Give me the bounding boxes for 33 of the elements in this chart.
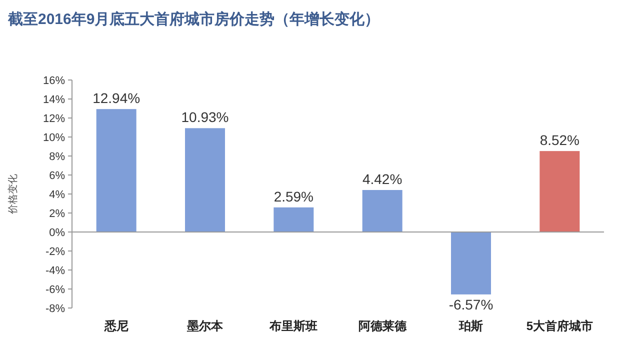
y-tick-label: -8% <box>45 303 66 315</box>
data-label: 8.52% <box>540 132 580 148</box>
bar <box>185 128 225 232</box>
bar <box>451 232 491 294</box>
x-tick-label: 墨尔本 <box>186 319 224 333</box>
y-tick-label: 10% <box>42 132 66 144</box>
x-tick-label: 布里斯班 <box>268 319 318 333</box>
y-tick-label: 6% <box>49 170 66 182</box>
y-tick-label: 16% <box>42 75 66 87</box>
y-tick-label: -6% <box>45 284 66 296</box>
y-tick-label: 2% <box>49 208 66 220</box>
data-label: 2.59% <box>274 188 314 204</box>
x-tick-label: 珀斯 <box>458 319 483 333</box>
y-tick-label: 12% <box>42 113 66 125</box>
x-tick-label: 阿德莱德 <box>358 319 408 333</box>
data-label: 12.94% <box>92 90 140 106</box>
data-label: -6.57% <box>448 296 494 312</box>
bar <box>540 151 580 232</box>
y-tick-label: 0% <box>49 227 66 239</box>
data-label: 10.93% <box>181 109 229 126</box>
bar <box>362 190 402 232</box>
y-tick-label: 8% <box>49 151 66 163</box>
title: 截至2016年9月底五大首府城市房价走势（年增长变化） <box>8 11 380 28</box>
bar <box>96 109 136 232</box>
y-tick-label: 14% <box>42 94 66 106</box>
x-tick-label: 5大首府城市 <box>526 319 594 333</box>
data-label: 4.42% <box>362 171 402 188</box>
y-tick-label: -2% <box>45 246 66 258</box>
bar <box>274 207 314 232</box>
y-axis-title: 价格变化 <box>7 174 19 215</box>
x-tick-label: 悉尼 <box>103 319 128 333</box>
y-tick-label: 4% <box>49 189 66 201</box>
y-tick-label: -4% <box>45 265 66 277</box>
